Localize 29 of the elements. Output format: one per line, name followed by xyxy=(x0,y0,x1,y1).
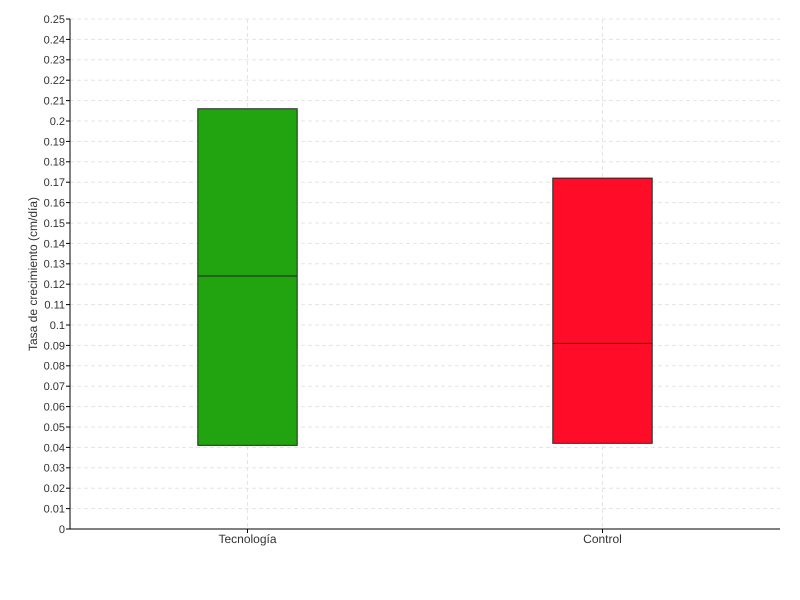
y-tick-label: 0.09 xyxy=(44,340,65,352)
y-tick-label: 0.07 xyxy=(44,381,65,394)
y-tick-label: 0.01 xyxy=(44,503,65,516)
y-tick-label: 0.21 xyxy=(44,95,65,108)
y-tick-label: 0.17 xyxy=(44,177,65,190)
y-tick-label: 0.05 xyxy=(44,422,65,434)
y-tick-label: 0.14 xyxy=(44,238,65,250)
y-tick-label: 0.15 xyxy=(44,218,65,230)
y-tick-label: 0.18 xyxy=(44,156,65,169)
y-tick-label: 0.13 xyxy=(44,258,65,271)
y-tick-label: 0 xyxy=(58,524,65,536)
y-tick-label: 0.19 xyxy=(44,136,65,148)
y-tick-label: 0.16 xyxy=(44,197,65,210)
x-tick-label: Tecnología xyxy=(218,532,277,546)
y-tick-label: 0.23 xyxy=(44,54,65,67)
y-tick-label: 0.12 xyxy=(44,279,65,292)
y-tick-label: 0.03 xyxy=(44,462,65,475)
x-tick-label: Control xyxy=(583,532,622,546)
y-tick-label: 0.11 xyxy=(44,299,65,312)
y-axis-title: Tasa de crecimiento (cm/día) xyxy=(26,196,40,352)
y-tick-label: 0.02 xyxy=(44,483,65,496)
y-tick-label: 0.24 xyxy=(44,34,65,46)
y-tick-label: 0.08 xyxy=(44,360,65,373)
y-tick-label: 0.25 xyxy=(44,14,65,26)
y-tick-label: 0.04 xyxy=(44,442,65,454)
y-tick-label: 0.1 xyxy=(50,320,65,332)
y-tick-label: 0.06 xyxy=(44,401,65,414)
y-tick-label: 0.22 xyxy=(44,75,65,88)
y-tick-label: 0.2 xyxy=(50,116,65,128)
